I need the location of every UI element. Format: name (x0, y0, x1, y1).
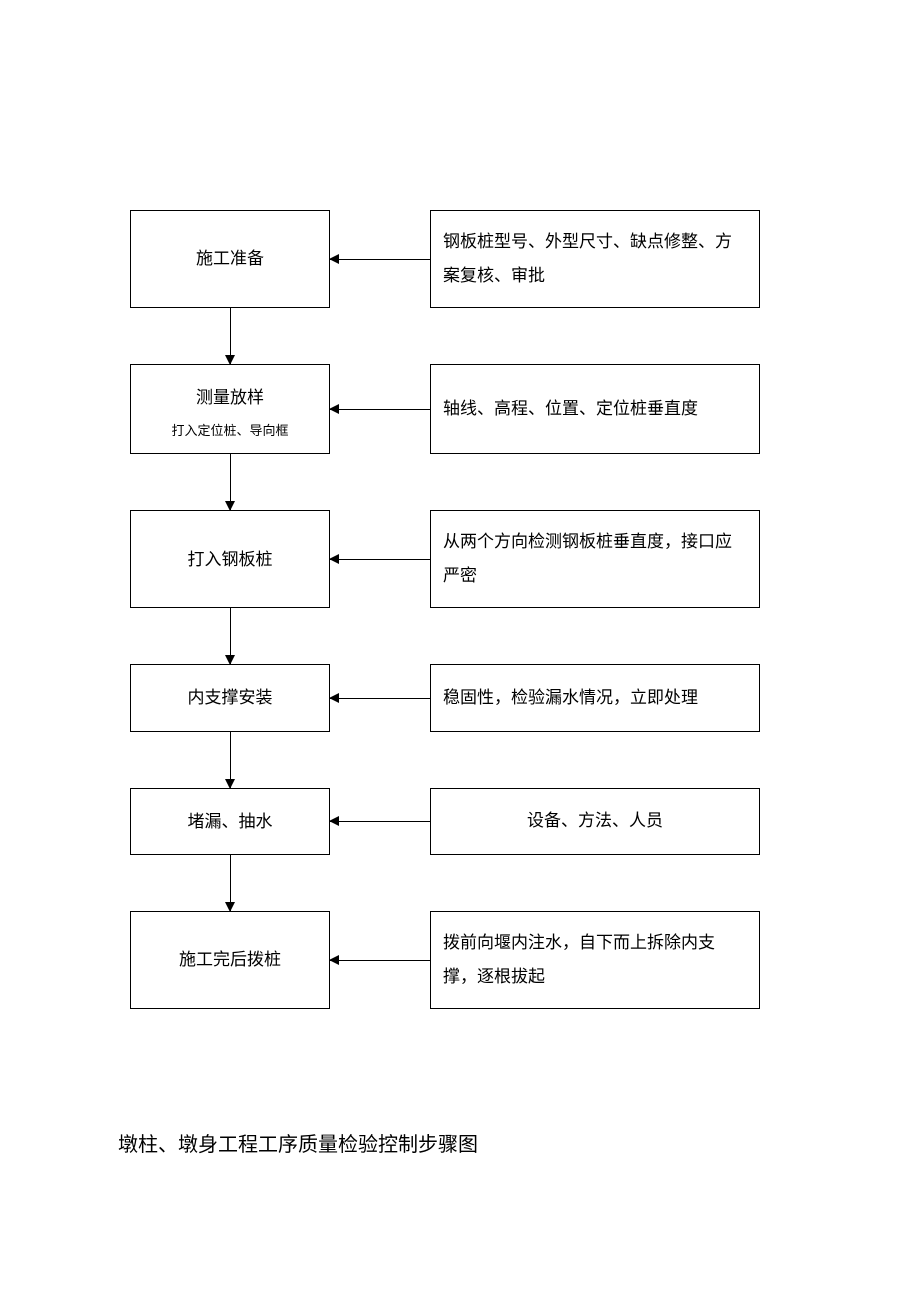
flow-row-4: 内支撑安装 稳固性，检验漏水情况，立即处理 (130, 664, 810, 731)
step-label: 施工准备 (196, 240, 264, 277)
step-label: 打入钢板桩 (188, 541, 273, 578)
step-label: 堵漏、抽水 (188, 803, 273, 840)
flow-row-6: 施工完后拨桩 拨前向堰内注水，自下而上拆除内支撑，逐根拔起 (130, 911, 810, 1009)
detail-text: 拨前向堰内注水，自下而上拆除内支撑，逐根拔起 (443, 926, 747, 994)
h-connector (330, 788, 430, 855)
step-box-5: 堵漏、抽水 (130, 788, 330, 855)
h-line (330, 259, 430, 260)
h-connector (330, 911, 430, 1009)
h-line (330, 409, 430, 410)
h-connector (330, 364, 430, 454)
detail-box-4: 稳固性，检验漏水情况，立即处理 (430, 664, 760, 731)
h-connector (330, 210, 430, 308)
flowchart: 施工准备 钢板桩型号、外型尺寸、缺点修整、方案复核、审批 测量放样 打入定位桩、… (130, 210, 810, 1009)
step-box-2: 测量放样 打入定位桩、导向框 (130, 364, 330, 454)
v-connector (130, 608, 330, 664)
v-connector (130, 855, 330, 911)
flow-row-2: 测量放样 打入定位桩、导向框 轴线、高程、位置、定位桩垂直度 (130, 364, 810, 454)
detail-box-6: 拨前向堰内注水，自下而上拆除内支撑，逐根拔起 (430, 911, 760, 1009)
step-label: 施工完后拨桩 (179, 941, 281, 978)
detail-text: 从两个方向检测钢板桩垂直度，接口应严密 (443, 525, 747, 593)
flow-row-1: 施工准备 钢板桩型号、外型尺寸、缺点修整、方案复核、审批 (130, 210, 810, 308)
flow-row-5: 堵漏、抽水 设备、方法、人员 (130, 788, 810, 855)
v-connector (130, 732, 330, 788)
h-line (330, 821, 430, 822)
detail-text: 轴线、高程、位置、定位桩垂直度 (443, 392, 747, 426)
step-label: 测量放样 (196, 379, 264, 416)
h-line (330, 960, 430, 961)
v-connector (130, 308, 330, 364)
detail-box-2: 轴线、高程、位置、定位桩垂直度 (430, 364, 760, 454)
h-line (330, 698, 430, 699)
detail-text: 设备、方法、人员 (443, 804, 747, 838)
h-connector (330, 664, 430, 731)
detail-text: 钢板桩型号、外型尺寸、缺点修整、方案复核、审批 (443, 225, 747, 293)
detail-box-5: 设备、方法、人员 (430, 788, 760, 855)
step-box-4: 内支撑安装 (130, 664, 330, 731)
v-connector (130, 454, 330, 510)
detail-box-1: 钢板桩型号、外型尺寸、缺点修整、方案复核、审批 (430, 210, 760, 308)
detail-box-3: 从两个方向检测钢板桩垂直度，接口应严密 (430, 510, 760, 608)
flow-row-3: 打入钢板桩 从两个方向检测钢板桩垂直度，接口应严密 (130, 510, 810, 608)
step-label: 内支撑安装 (188, 679, 273, 716)
diagram-caption: 墩柱、墩身工程工序质量检验控制步骤图 (118, 1128, 478, 1157)
h-connector (330, 510, 430, 608)
step-box-1: 施工准备 (130, 210, 330, 308)
step-box-3: 打入钢板桩 (130, 510, 330, 608)
step-sublabel: 打入定位桩、导向框 (171, 420, 288, 439)
h-line (330, 559, 430, 560)
detail-text: 稳固性，检验漏水情况，立即处理 (443, 681, 747, 715)
step-box-6: 施工完后拨桩 (130, 911, 330, 1009)
